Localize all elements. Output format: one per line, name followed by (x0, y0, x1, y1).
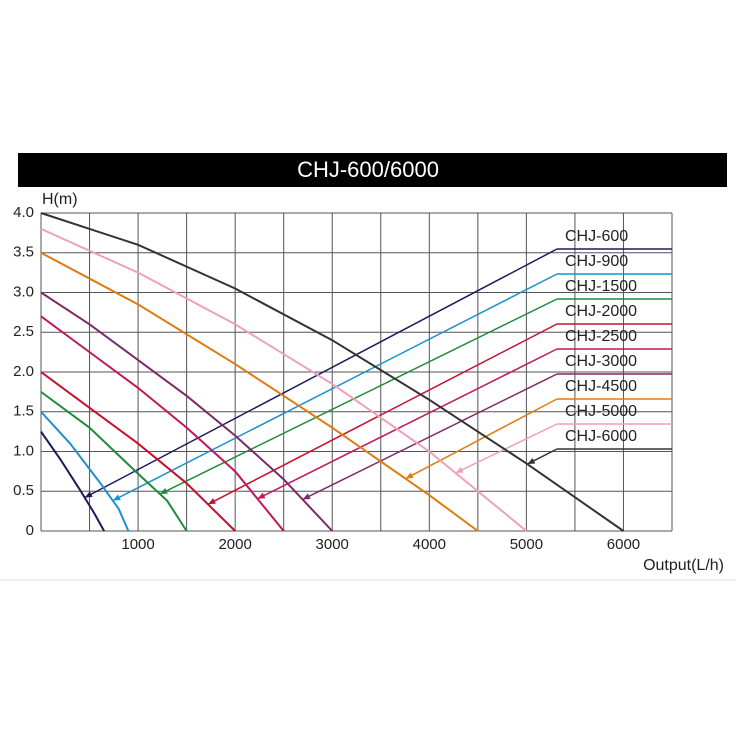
curve (40, 391, 188, 532)
y-tick-label: 0.5 (13, 482, 34, 499)
x-axis-label: Output(L/h) (643, 557, 724, 574)
y-tick-label: 4.0 (13, 204, 34, 221)
leader-line (207, 323, 558, 505)
legend-label: CHJ-900 (565, 253, 628, 270)
arrow-head (302, 493, 311, 500)
arrow-head (455, 466, 464, 473)
curve (40, 212, 625, 532)
legend-label: CHJ-600 (565, 228, 628, 245)
arrow-head (207, 498, 216, 505)
legend-label: CHJ-3000 (565, 353, 637, 370)
legend-label: CHJ-4500 (565, 378, 637, 395)
leader-line (112, 273, 558, 502)
leader-line (455, 423, 558, 474)
x-tick-label: 5000 (510, 536, 543, 553)
y-tick-label: 3.5 (13, 244, 34, 261)
y-tick-label: 1.5 (13, 403, 34, 420)
arrow-head (159, 487, 168, 495)
curve (40, 411, 130, 532)
leader-line (257, 348, 558, 500)
x-tick-label: 6000 (607, 536, 640, 553)
arrow-head (84, 491, 93, 498)
legend-label: CHJ-1500 (565, 278, 637, 295)
legend-label: CHJ-2500 (565, 328, 637, 345)
x-tick-label: 2000 (218, 536, 251, 553)
leader-line (159, 298, 558, 495)
legend-label: CHJ-6000 (565, 428, 637, 445)
legend-label: CHJ-5000 (565, 403, 637, 420)
arrow-head (112, 494, 121, 501)
arrow-head (257, 492, 266, 499)
curve (40, 251, 479, 532)
y-tick-label: 2.0 (13, 363, 34, 380)
curve (40, 315, 285, 532)
y-axis-label: H(m) (42, 191, 78, 208)
curve (40, 227, 528, 532)
title-bar (18, 153, 727, 187)
arrow-head (527, 457, 536, 465)
y-tick-label: 2.5 (13, 323, 34, 340)
chart-title: CHJ-600/6000 (297, 157, 439, 182)
x-tick-label: 1000 (121, 536, 154, 553)
arrow-head (405, 472, 414, 479)
curve (40, 371, 236, 532)
curve (40, 291, 333, 532)
leader-line (84, 248, 558, 499)
x-tick-label: 3000 (316, 536, 349, 553)
y-tick-label: 3.0 (13, 283, 34, 300)
y-tick-label: 0 (26, 522, 34, 539)
legend-label: CHJ-2000 (565, 303, 637, 320)
curve (40, 431, 105, 532)
y-tick-label: 1.0 (13, 442, 34, 459)
x-tick-label: 4000 (413, 536, 446, 553)
leader-line (302, 373, 558, 501)
leader-line (405, 398, 558, 480)
